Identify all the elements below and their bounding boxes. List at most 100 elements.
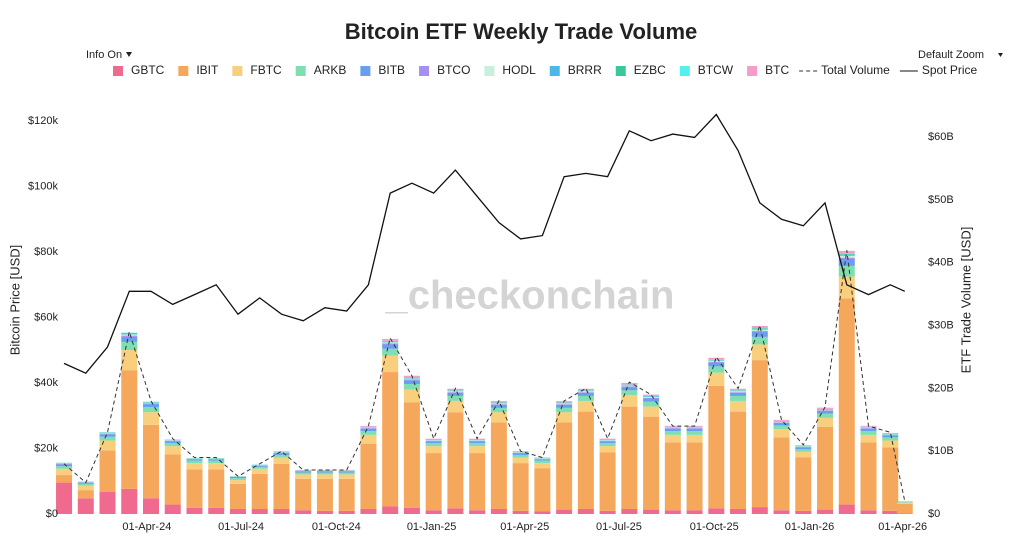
- bar-segment: [425, 440, 442, 441]
- bar-segment: [360, 508, 377, 514]
- bar-segment: [838, 258, 855, 266]
- bar-segment: [730, 395, 747, 401]
- y2-tick-label: $30B: [928, 319, 954, 331]
- bar-segment: [556, 403, 573, 405]
- bar-segment: [556, 509, 573, 514]
- bar-segment: [773, 419, 790, 421]
- bar-segment: [621, 386, 638, 388]
- legend-label: BTCW: [698, 63, 734, 77]
- y-tick-label: $60k: [34, 311, 58, 323]
- bar-segment: [686, 434, 703, 443]
- bar-segment: [512, 510, 529, 514]
- bar-segment: [664, 427, 681, 429]
- y2-tick-label: $60B: [928, 131, 954, 143]
- bar-segment: [599, 440, 616, 441]
- bar-segment: [643, 398, 660, 402]
- bar-segment: [447, 400, 464, 413]
- bar-segment: [556, 412, 573, 423]
- bar-segment: [164, 440, 181, 441]
- bar-segment: [316, 474, 333, 479]
- bar-segment: [469, 441, 486, 444]
- bar-segment: [882, 434, 899, 436]
- bar-segment: [208, 460, 225, 464]
- bar-segment: [621, 395, 638, 407]
- bar-segment: [708, 372, 725, 386]
- bar-segment: [838, 257, 855, 259]
- bar-segment: [817, 413, 834, 418]
- bar-segment: [599, 452, 616, 511]
- y2-tick-label: $20B: [928, 382, 954, 394]
- y-tick-label: $0: [46, 508, 58, 520]
- bar-segment: [577, 392, 594, 396]
- watermark: _checkonchain: [384, 274, 674, 318]
- bar-segment: [403, 379, 420, 381]
- bar-segment: [143, 404, 160, 408]
- bar-segment: [534, 457, 551, 459]
- bar-segment: [425, 510, 442, 514]
- bar-segment: [860, 510, 877, 514]
- bar-segment: [621, 387, 638, 391]
- bar-segment: [447, 392, 464, 396]
- plot-area: [56, 113, 915, 517]
- bar-segment: [338, 474, 355, 479]
- bar-segment: [708, 366, 725, 373]
- bar-segment: [512, 463, 529, 511]
- bar-segment: [143, 407, 160, 413]
- bar-segment: [447, 392, 464, 393]
- bar-segment: [425, 446, 442, 454]
- bar-segment: [425, 443, 442, 447]
- bar-segment: [273, 453, 290, 455]
- bar-segment: [882, 435, 899, 438]
- bar-segment: [751, 331, 768, 337]
- bar-segment: [338, 510, 355, 514]
- bar-segment: [860, 434, 877, 443]
- bar-segment: [643, 509, 660, 514]
- bar-segment: [686, 428, 703, 432]
- info-dropdown[interactable]: Info On: [86, 49, 122, 61]
- bar-segment: [730, 391, 747, 393]
- bar-segment: [708, 357, 725, 360]
- bar-segment: [686, 510, 703, 514]
- y-axis-title: Bitcoin Price [USD]: [7, 245, 22, 356]
- bar-segment: [164, 446, 181, 455]
- zoom-dropdown[interactable]: Default Zoom: [918, 49, 984, 61]
- bar-segment: [708, 385, 725, 509]
- bar-segment: [773, 429, 790, 438]
- bar-segment: [121, 488, 138, 514]
- bar-segment: [577, 391, 594, 393]
- bar-segment: [208, 469, 225, 508]
- bar-segment: [186, 463, 203, 470]
- bar-segment: [751, 330, 768, 332]
- bar-segment: [838, 276, 855, 299]
- bar-segment: [686, 431, 703, 435]
- bar-segment: [577, 388, 594, 391]
- bar-segment: [251, 508, 268, 514]
- bar-segment: [817, 509, 834, 514]
- bar-segment: [577, 508, 594, 514]
- bar-segment: [577, 411, 594, 509]
- legend-swatch: [615, 66, 626, 76]
- bar-segment: [295, 478, 312, 511]
- bar-segment: [860, 428, 877, 432]
- bar-segment: [795, 446, 812, 448]
- bar-segment: [817, 407, 834, 409]
- bar-segment: [490, 404, 507, 408]
- bar-segment: [316, 478, 333, 511]
- bar-segment: [882, 437, 899, 441]
- bar-segment: [382, 355, 399, 373]
- x-tick-label: 01-Apr-25: [500, 521, 549, 533]
- bar-segment: [795, 457, 812, 511]
- bar-segment: [643, 394, 660, 396]
- bar-segment: [229, 508, 246, 514]
- bar-segment: [896, 513, 913, 514]
- bar-segment: [512, 453, 529, 455]
- x-tick-label: 01-Jan-25: [407, 521, 457, 533]
- bar-segment: [99, 436, 116, 441]
- legend-label: BTCO: [437, 63, 470, 77]
- bar-segment: [360, 443, 377, 509]
- bar-segment: [860, 427, 877, 429]
- bar-segment: [577, 400, 594, 412]
- bar-segment: [556, 404, 573, 405]
- bar-segment: [773, 422, 790, 423]
- bar-segment: [56, 464, 73, 467]
